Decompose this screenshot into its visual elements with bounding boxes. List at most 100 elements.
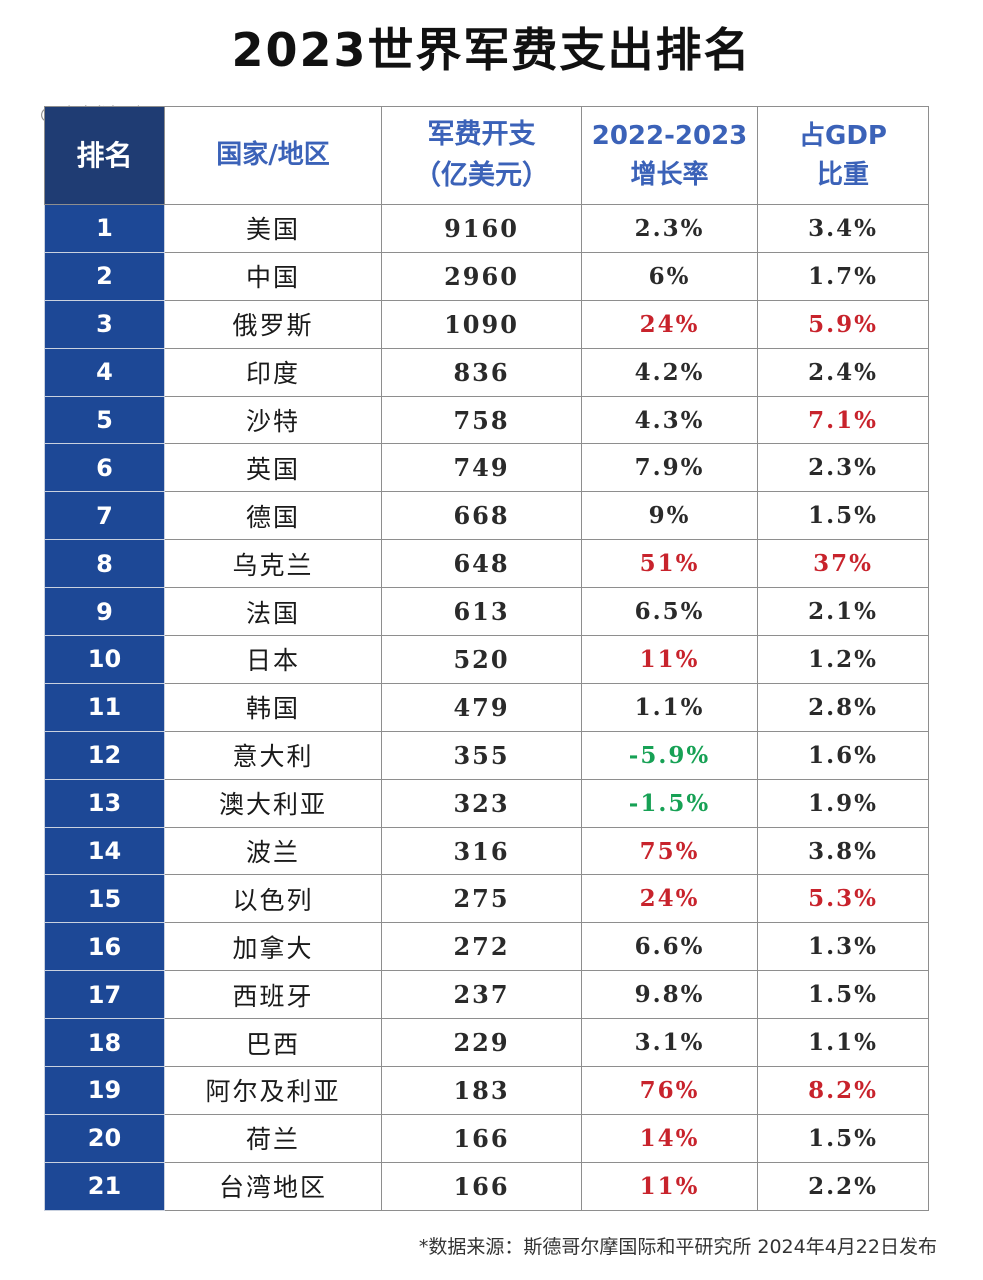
growth-cell: 11% (581, 1161, 758, 1211)
country-cell: 法国 (164, 587, 382, 637)
spend-cell: 229 (381, 1018, 582, 1068)
growth-cell: 51% (581, 539, 758, 589)
country-cell: 德国 (164, 491, 382, 541)
table-row: 9 法国 613 6.5% 2.1% (44, 587, 929, 637)
table-row: 20 荷兰 166 14% 1.5% (44, 1113, 929, 1163)
country-cell: 美国 (164, 204, 382, 253)
rank-cell: 18 (44, 1018, 165, 1068)
growth-cell: 76% (581, 1066, 758, 1115)
growth-cell: -5.9% (581, 730, 758, 780)
table-row: 2 中国 2960 6% 1.7% (44, 251, 929, 301)
gdp-share-cell: 1.1% (757, 1018, 929, 1068)
rank-cell: 15 (44, 874, 165, 924)
table-row: 12 意大利 355 -5.9% 1.6% (44, 730, 929, 780)
spend-cell: 183 (381, 1066, 582, 1115)
gdp-share-cell: 1.7% (757, 251, 929, 301)
growth-cell: 6.5% (581, 587, 758, 637)
spend-cell: 479 (381, 682, 582, 732)
country-cell: 澳大利亚 (164, 778, 382, 828)
growth-cell: 4.2% (581, 347, 758, 397)
growth-cell: 9% (581, 491, 758, 541)
country-cell: 沙特 (164, 395, 382, 445)
rank-cell: 8 (44, 539, 165, 589)
spend-cell: 9160 (381, 204, 582, 253)
table-row: 16 加拿大 272 6.6% 1.3% (44, 922, 929, 972)
growth-cell: 6.6% (581, 922, 758, 972)
spend-cell: 323 (381, 778, 582, 828)
growth-cell: 4.3% (581, 395, 758, 445)
spend-cell: 166 (381, 1113, 582, 1163)
data-source-note: *数据来源：斯德哥尔摩国际和平研究所 2024年4月22日发布 (418, 1236, 937, 1258)
gdp-share-cell: 1.9% (757, 778, 929, 828)
rank-cell: 11 (44, 682, 165, 732)
table-header-row: 排名 国家/地区 军费开支 （亿美元） 2022-2023 增长率 占GDP 比… (44, 106, 929, 205)
gdp-share-cell: 1.3% (757, 922, 929, 972)
country-cell: 韩国 (164, 682, 382, 732)
country-cell: 以色列 (164, 874, 382, 924)
table-row: 19 阿尔及利亚 183 76% 8.2% (44, 1066, 929, 1115)
table-row: 15 以色列 275 24% 5.3% (44, 874, 929, 924)
rank-cell: 10 (44, 635, 165, 684)
gdp-share-cell: 2.2% (757, 1161, 929, 1211)
gdp-share-cell: 1.5% (757, 491, 929, 541)
table-row: 13 澳大利亚 323 -1.5% 1.9% (44, 778, 929, 828)
spend-cell: 272 (381, 922, 582, 972)
country-cell: 阿尔及利亚 (164, 1066, 382, 1115)
gdp-share-cell: 5.3% (757, 874, 929, 924)
table-row: 6 英国 749 7.9% 2.3% (44, 443, 929, 493)
rank-cell: 16 (44, 922, 165, 972)
spend-cell: 758 (381, 395, 582, 445)
country-cell: 中国 (164, 251, 382, 301)
table-row: 10 日本 520 11% 1.2% (44, 635, 929, 684)
table-row: 3 俄罗斯 1090 24% 5.9% (44, 299, 929, 349)
country-cell: 俄罗斯 (164, 299, 382, 349)
header-spend: 军费开支 （亿美元） (381, 106, 582, 205)
gdp-share-cell: 2.4% (757, 347, 929, 397)
rank-cell: 17 (44, 970, 165, 1020)
growth-cell: 75% (581, 826, 758, 876)
table-row: 8 乌克兰 648 51% 37% (44, 539, 929, 589)
country-cell: 波兰 (164, 826, 382, 876)
header-growth-line2: 增长率 (630, 159, 709, 190)
gdp-share-cell: 2.3% (757, 443, 929, 493)
rank-cell: 19 (44, 1066, 165, 1115)
growth-cell: 11% (581, 635, 758, 684)
growth-cell: 2.3% (581, 204, 758, 253)
gdp-share-cell: 1.6% (757, 730, 929, 780)
table-row: 17 西班牙 237 9.8% 1.5% (44, 970, 929, 1020)
header-spend-line1: 军费开支 (427, 119, 536, 150)
table-row: 18 巴西 229 3.1% 1.1% (44, 1018, 929, 1068)
growth-cell: 7.9% (581, 443, 758, 493)
spend-cell: 836 (381, 347, 582, 397)
rank-cell: 5 (44, 395, 165, 445)
growth-cell: 9.8% (581, 970, 758, 1020)
country-cell: 日本 (164, 635, 382, 684)
rank-cell: 20 (44, 1113, 165, 1163)
gdp-share-cell: 7.1% (757, 395, 929, 445)
table-row: 5 沙特 758 4.3% 7.1% (44, 395, 929, 445)
spend-cell: 648 (381, 539, 582, 589)
table-row: 21 台湾地区 166 11% 2.2% (44, 1161, 929, 1211)
header-growth-line1: 2022-2023 (591, 120, 748, 151)
gdp-share-cell: 2.8% (757, 682, 929, 732)
rank-cell: 13 (44, 778, 165, 828)
gdp-share-cell: 5.9% (757, 299, 929, 349)
spend-cell: 275 (381, 874, 582, 924)
rank-cell: 2 (44, 251, 165, 301)
header-gdp-share: 占GDP 比重 (757, 106, 929, 205)
spend-cell: 316 (381, 826, 582, 876)
growth-cell: 6% (581, 251, 758, 301)
page-title: 2023世界军费支出排名 (231, 23, 752, 77)
table-row: 11 韩国 479 1.1% 2.8% (44, 682, 929, 732)
spend-cell: 166 (381, 1161, 582, 1211)
country-cell: 意大利 (164, 730, 382, 780)
gdp-share-cell: 1.5% (757, 1113, 929, 1163)
table-row: 1 美国 9160 2.3% 3.4% (44, 204, 929, 253)
country-cell: 乌克兰 (164, 539, 382, 589)
military-spending-table: 排名 国家/地区 军费开支 （亿美元） 2022-2023 增长率 占GDP 比… (44, 106, 929, 1211)
gdp-share-cell: 37% (757, 539, 929, 589)
rank-cell: 4 (44, 347, 165, 397)
header-country: 国家/地区 (164, 106, 382, 205)
rank-cell: 3 (44, 299, 165, 349)
rank-cell: 6 (44, 443, 165, 493)
